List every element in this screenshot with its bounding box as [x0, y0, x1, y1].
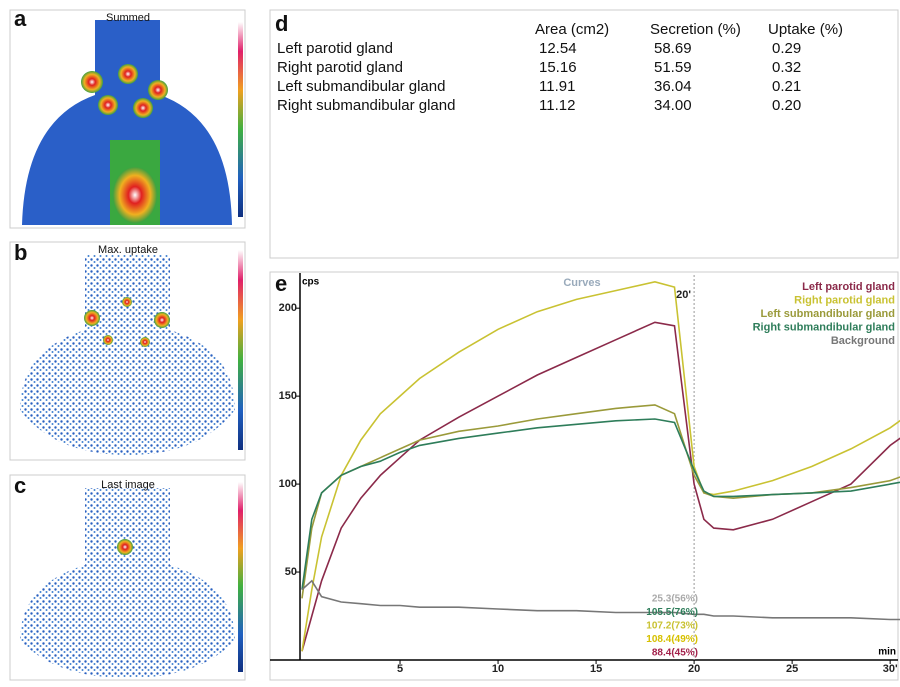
panel-label: d [275, 11, 288, 36]
y-tick-label: 100 [279, 478, 297, 490]
y-axis-label: cps [302, 277, 320, 288]
scan-body [20, 488, 235, 678]
chart-title: Curves [563, 277, 600, 289]
y-tick-label: 200 [279, 302, 297, 314]
table-cell: 0.20 [772, 97, 801, 114]
panel-label: a [14, 6, 27, 31]
series-line [301, 321, 900, 652]
hotspot [103, 335, 113, 345]
column-header: Area (cm2) [535, 21, 609, 38]
table-cell: 36.04 [654, 78, 692, 95]
table-cell: 51.59 [654, 59, 692, 76]
x-axis-label: min [878, 647, 896, 658]
color-bar [238, 250, 243, 450]
annotation: 88.4(45%) [652, 648, 698, 659]
hotspot [81, 71, 103, 93]
table-frame [269, 9, 899, 259]
hotspot [133, 98, 153, 118]
table-cell: 34.00 [654, 97, 692, 114]
marker-label: 20' [676, 289, 691, 301]
panel-c: c Last image [9, 473, 246, 681]
legend-entry: Left parotid gland [802, 281, 895, 293]
color-bar [238, 22, 243, 217]
panel-d: d Area (cm2) Secretion (%) Uptake (%) Left … [269, 9, 899, 259]
table-cell: 58.69 [654, 40, 692, 57]
annotation: 25.3(56%) [652, 594, 698, 605]
hotspot [84, 310, 100, 326]
table-cell: 15.16 [539, 59, 577, 76]
row-label: Left submandibular gland [277, 78, 445, 95]
panel-a: a Summed [9, 6, 246, 229]
series-line [301, 280, 900, 652]
hotspot [140, 337, 150, 347]
color-bar [238, 482, 243, 672]
table-cell: 12.54 [539, 40, 577, 57]
panel-label: c [14, 473, 26, 498]
x-tick-label: 25 [786, 663, 798, 675]
legend-entry: Right parotid gland [794, 294, 895, 306]
table-cell: 0.21 [772, 78, 801, 95]
table-cell: 11.91 [539, 78, 575, 95]
series-line [301, 579, 900, 621]
table-cell: 0.29 [772, 40, 801, 57]
row-label: Left parotid gland [277, 40, 393, 57]
legend-entry: Left submandibular gland [761, 308, 895, 320]
x-tick-label: 30' [883, 663, 898, 675]
panel-label: b [14, 240, 27, 265]
scan-body [20, 255, 235, 455]
panel-b: b Max. uptake [9, 240, 246, 461]
panel-title: Max. uptake [98, 244, 158, 256]
panel-label: e [275, 271, 287, 296]
x-tick-label: 10 [492, 663, 504, 675]
y-tick-label: 50 [285, 566, 297, 578]
hotspot [118, 64, 138, 84]
x-tick-label: 15 [590, 663, 602, 675]
panel-title: Last image [101, 479, 155, 491]
scan-body [22, 20, 232, 225]
panel-title: Summed [106, 12, 150, 24]
annotation: 108.4(49%) [646, 634, 698, 645]
hotspot [154, 312, 170, 328]
chart-frame [269, 271, 899, 681]
table-cell: 11.12 [539, 97, 575, 114]
table-cell: 0.32 [772, 59, 801, 76]
hotspot [98, 95, 118, 115]
legend-entry: Background [831, 335, 895, 347]
hotspot [122, 297, 132, 307]
annotation: 105.5(76%) [646, 607, 698, 618]
column-header: Uptake (%) [768, 21, 843, 38]
annotation: 107.2(73%) [646, 621, 698, 632]
hotspot [148, 80, 168, 100]
column-header: Secretion (%) [650, 21, 741, 38]
y-tick-label: 150 [279, 390, 297, 402]
x-tick-label: 20 [688, 663, 700, 675]
legend-entry: Right submandibular gland [753, 321, 895, 333]
hotspot [117, 539, 133, 555]
panel-e: e cps min Curves 50 100 150 200 5 10 15 20 25 30'… [269, 271, 900, 681]
hotspot [113, 167, 157, 223]
x-tick-label: 5 [397, 663, 403, 675]
row-label: Right parotid gland [277, 59, 403, 76]
series-line [301, 418, 900, 590]
row-label: Right submandibular gland [277, 97, 455, 114]
